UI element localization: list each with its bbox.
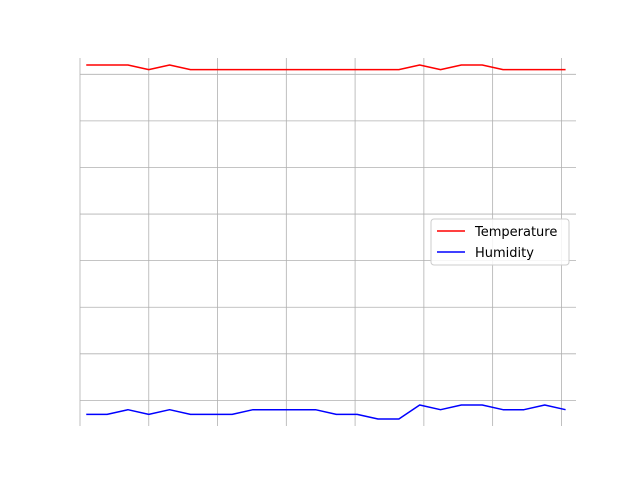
- legend-label-temperature: Temperature: [474, 225, 557, 240]
- legend: Temperature Humidity: [430, 218, 570, 266]
- series-lines: [86, 64, 566, 420]
- grid-lines: [79, 58, 576, 426]
- series-line-humidity: [86, 404, 566, 420]
- legend-box: [430, 218, 570, 266]
- legend-label-humidity: Humidity: [475, 246, 534, 261]
- series-line-temperature: [86, 64, 566, 71]
